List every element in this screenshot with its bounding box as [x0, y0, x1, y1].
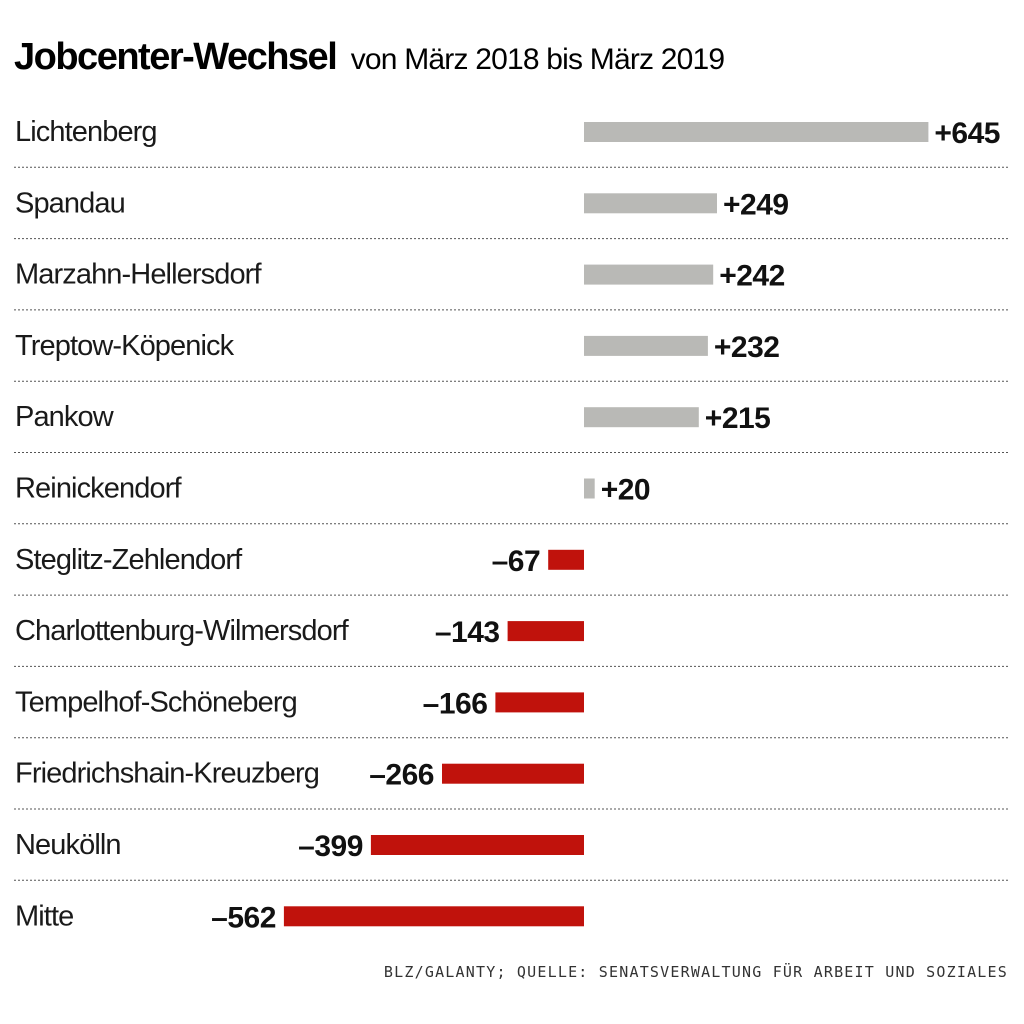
value-label: +20 [601, 474, 650, 507]
chart-subtitle: von März 2018 bis März 2019 [351, 43, 725, 76]
value-label: –143 [435, 616, 500, 649]
category-label: Treptow-Köpenick [15, 330, 235, 362]
value-label: +232 [714, 331, 780, 364]
category-label: Pankow [15, 401, 115, 433]
value-label: –399 [298, 830, 363, 863]
bar [584, 264, 714, 285]
bar [507, 621, 584, 642]
svg-text:Jobcenter-Wechsel von März: Jobcenter-Wechsel von März 2018 bis März… [14, 36, 724, 78]
category-label: Mitte [15, 900, 73, 932]
category-label: Spandau [15, 187, 125, 219]
bar [283, 906, 584, 927]
value-label: –266 [369, 759, 434, 792]
bar [584, 478, 595, 499]
value-label: –166 [423, 687, 488, 720]
bar [370, 835, 584, 855]
bar [495, 692, 584, 713]
category-label: Friedrichshain-Kreuzberg [15, 758, 319, 790]
category-label: Marzahn-Hellersdorf [15, 259, 262, 291]
category-label: Steglitz-Zehlendorf [15, 544, 243, 576]
category-label: Neukölln [15, 829, 121, 861]
bar [584, 407, 699, 428]
value-label: –67 [492, 545, 541, 578]
bar [584, 122, 929, 142]
category-label: Charlottenburg-Wilmersdorf [15, 615, 350, 647]
category-label: Lichtenberg [15, 116, 157, 148]
value-label: +242 [719, 260, 785, 293]
category-label: Tempelhof-Schöneberg [15, 686, 297, 718]
chart-title: Jobcenter-Wechsel [14, 36, 336, 78]
category-label: Reinickendorf [15, 473, 182, 505]
value-label: –562 [211, 901, 276, 934]
value-label: +215 [705, 402, 771, 435]
bar [584, 193, 717, 214]
chart-rows: Lichtenberg +645 Spandau +249 Marzahn-Heller… [14, 116, 1008, 934]
bar [548, 549, 584, 570]
source-note: BLZ/GALANTY; QUELLE: SENATSVERWALTUNG FÜ… [384, 962, 1008, 981]
bar [442, 763, 584, 784]
value-label: +645 [934, 117, 1000, 150]
bar [584, 335, 708, 356]
value-label: +249 [723, 188, 789, 221]
